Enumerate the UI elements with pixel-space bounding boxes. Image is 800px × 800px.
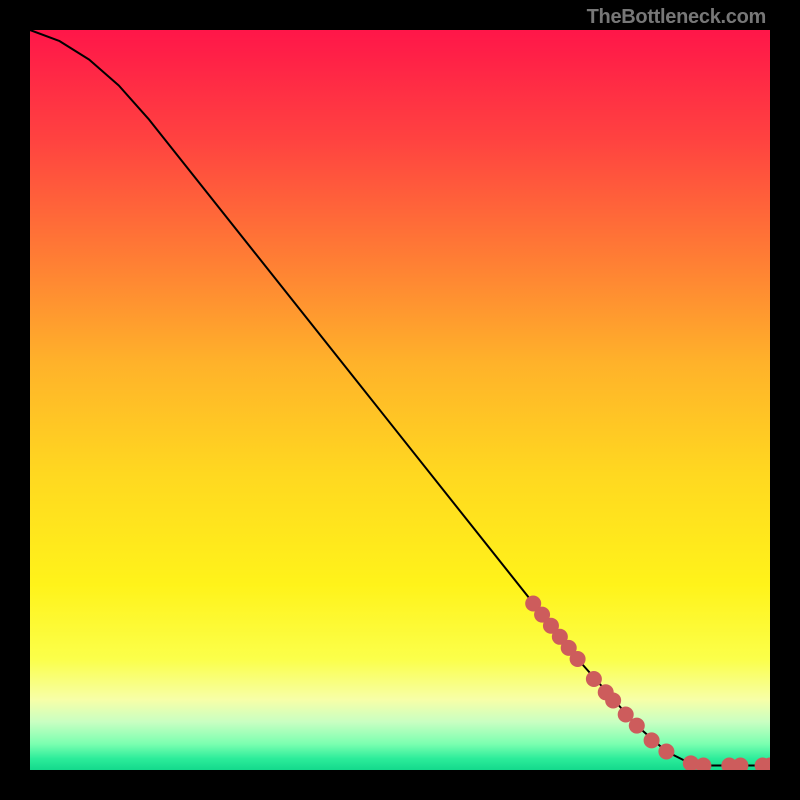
data-marker xyxy=(658,744,674,760)
chart-plot-area xyxy=(30,30,770,770)
chart-svg xyxy=(30,30,770,770)
data-marker xyxy=(644,732,660,748)
data-marker xyxy=(605,692,621,708)
gradient-background xyxy=(30,30,770,770)
data-marker xyxy=(629,718,645,734)
data-marker xyxy=(570,651,586,667)
data-marker xyxy=(586,671,602,687)
watermark-text: TheBottleneck.com xyxy=(587,6,766,29)
